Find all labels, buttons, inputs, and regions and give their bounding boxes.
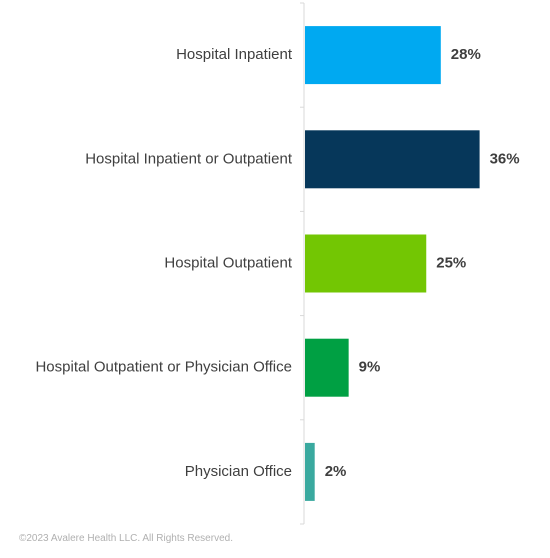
- bar: [305, 338, 349, 397]
- bar: [305, 26, 441, 85]
- category-axis: [300, 2, 305, 525]
- bar: [305, 442, 315, 501]
- bar: [305, 234, 427, 293]
- value-label: 9%: [359, 359, 381, 376]
- category-label: Hospital Inpatient: [176, 46, 293, 63]
- bars: [305, 26, 480, 501]
- value-label: 28%: [451, 46, 481, 63]
- category-label: Hospital Inpatient or Outpatient: [85, 150, 293, 167]
- value-label: 2%: [325, 463, 347, 480]
- value-label: 36%: [490, 150, 520, 167]
- value-labels: 28% 36% 25% 9% 2%: [325, 46, 520, 480]
- copyright-notice: ©2023 Avalere Health LLC. All Rights Res…: [19, 533, 233, 544]
- value-label: 25%: [436, 254, 466, 271]
- category-label: Hospital Outpatient: [164, 254, 292, 271]
- category-label: Hospital Outpatient or Physician Office: [35, 359, 292, 376]
- category-label: Physician Office: [185, 463, 292, 480]
- category-labels: Hospital Inpatient Hospital Inpatient or …: [35, 46, 292, 480]
- bar: [305, 130, 480, 189]
